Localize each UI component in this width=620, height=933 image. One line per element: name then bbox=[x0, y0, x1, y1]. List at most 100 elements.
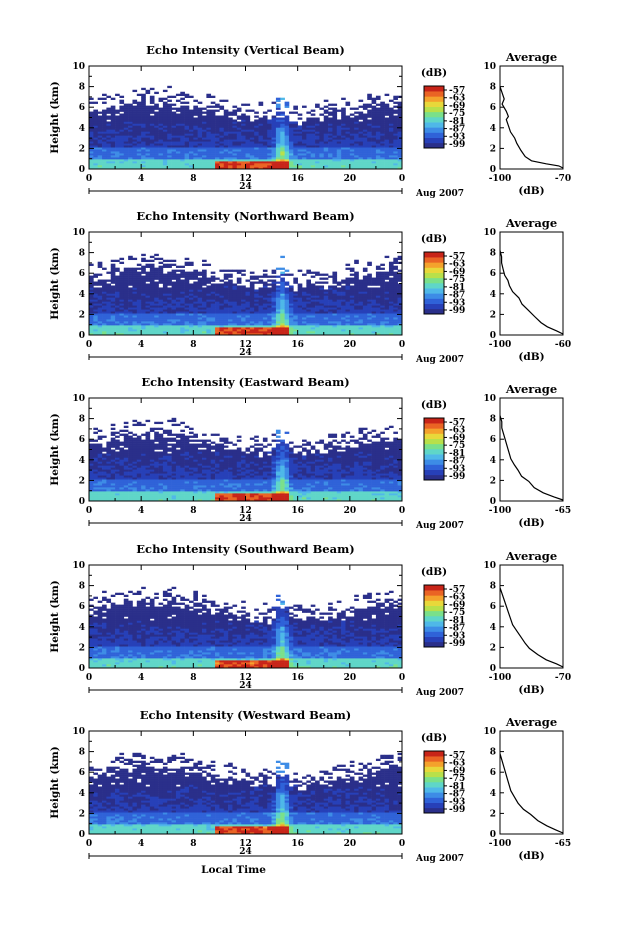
heatmap-cell bbox=[319, 301, 324, 303]
heatmap-cell bbox=[132, 125, 137, 127]
heatmap-cell bbox=[167, 323, 172, 325]
heatmap-cell bbox=[154, 127, 159, 129]
heatmap-cell bbox=[211, 315, 216, 317]
heatmap-cell bbox=[228, 112, 233, 114]
heatmap-cell bbox=[263, 311, 268, 313]
heatmap-cell bbox=[341, 289, 346, 291]
heatmap-cell bbox=[272, 157, 277, 159]
heatmap-cell bbox=[141, 119, 146, 121]
heatmap-cell bbox=[372, 133, 377, 135]
heatmap-cell bbox=[202, 163, 207, 165]
heatmap-cell bbox=[98, 125, 103, 127]
heatmap-cell bbox=[159, 112, 164, 114]
heatmap-cell bbox=[293, 153, 298, 155]
heatmap-cell bbox=[359, 153, 364, 155]
heatmap-cell bbox=[302, 291, 307, 293]
heatmap-cell bbox=[119, 430, 124, 432]
heatmap-cell bbox=[237, 303, 242, 305]
heatmap-cell bbox=[263, 147, 268, 149]
heatmap-cell bbox=[98, 446, 103, 448]
heatmap-cell bbox=[154, 131, 159, 133]
heatmap-cell bbox=[141, 258, 146, 260]
heatmap-cell bbox=[332, 282, 337, 284]
heatmap-cell bbox=[367, 284, 372, 286]
heatmap-cell bbox=[224, 319, 229, 321]
heatmap-cell bbox=[146, 301, 151, 303]
heatmap-cell bbox=[363, 131, 368, 133]
heatmap-cell bbox=[172, 285, 177, 287]
heatmap-cell bbox=[167, 119, 172, 121]
heatmap-cell bbox=[306, 151, 311, 153]
heatmap-cell bbox=[102, 114, 107, 116]
heatmap-cell bbox=[124, 287, 129, 289]
heatmap-cell bbox=[89, 145, 94, 147]
heatmap-cell bbox=[167, 96, 172, 98]
colorbar-swatch bbox=[424, 112, 444, 117]
heatmap-cell bbox=[359, 303, 364, 305]
heatmap-cell bbox=[263, 161, 268, 163]
heatmap-cell bbox=[289, 313, 294, 315]
heatmap-cell bbox=[167, 100, 172, 102]
heatmap-cell bbox=[89, 285, 94, 287]
heatmap-cell bbox=[367, 157, 372, 159]
heatmap-cell bbox=[219, 119, 224, 121]
heatmap-cell bbox=[385, 323, 390, 325]
heatmap-cell bbox=[337, 295, 342, 297]
heatmap-cell bbox=[115, 461, 120, 463]
heatmap-cell bbox=[389, 157, 394, 159]
heatmap-cell bbox=[176, 284, 181, 286]
heatmap-cell bbox=[389, 153, 394, 155]
heatmap-cell bbox=[176, 270, 181, 272]
heatmap-cell bbox=[132, 131, 137, 133]
heatmap-cell bbox=[150, 331, 155, 333]
heatmap-cell bbox=[202, 264, 207, 266]
heatmap-cell bbox=[93, 315, 98, 317]
heatmap-cell bbox=[385, 110, 390, 112]
heatmap-cell bbox=[219, 287, 224, 289]
heatmap-cell bbox=[298, 323, 303, 325]
heatmap-cell bbox=[163, 116, 168, 118]
heatmap-cell bbox=[341, 282, 346, 284]
heatmap-cell bbox=[119, 297, 124, 299]
heatmap-cell bbox=[132, 139, 137, 141]
heatmap-cell bbox=[172, 321, 177, 323]
heatmap-cell bbox=[232, 153, 237, 155]
heatmap-cell bbox=[350, 159, 355, 161]
heatmap-cell bbox=[389, 114, 394, 116]
heatmap-cell bbox=[93, 461, 98, 463]
heatmap-cell bbox=[376, 287, 381, 289]
heatmap-cell bbox=[159, 307, 164, 309]
heatmap-cell bbox=[176, 143, 181, 145]
heatmap-cell bbox=[341, 129, 346, 131]
heatmap-cell bbox=[367, 112, 372, 114]
heatmap-cell bbox=[102, 125, 107, 127]
heatmap-cell bbox=[237, 127, 242, 129]
heatmap-cell bbox=[345, 119, 350, 121]
heatmap-cell bbox=[232, 284, 237, 286]
heatmap-cell bbox=[246, 125, 251, 127]
heatmap-cell bbox=[128, 444, 133, 446]
heatmap-cell bbox=[124, 272, 129, 274]
heatmap-cell bbox=[193, 274, 198, 276]
heatmap-cell bbox=[211, 319, 216, 321]
heatmap-cell bbox=[237, 131, 242, 133]
heatmap-cell bbox=[363, 114, 368, 116]
heatmap-cell bbox=[215, 291, 220, 293]
heatmap-cell bbox=[376, 137, 381, 139]
heatmap-cell bbox=[302, 289, 307, 291]
heatmap-cell bbox=[106, 110, 111, 112]
heatmap-cell bbox=[359, 295, 364, 297]
heatmap-cell bbox=[159, 266, 164, 268]
x-tick-label: 4 bbox=[138, 174, 144, 184]
heatmap-cell bbox=[115, 453, 120, 455]
heatmap-cell bbox=[254, 327, 259, 329]
heatmap-cell bbox=[189, 276, 194, 278]
heatmap-cell bbox=[389, 163, 394, 165]
heatmap-cell bbox=[289, 149, 294, 151]
heatmap-cell bbox=[202, 112, 207, 114]
heatmap-cell bbox=[219, 319, 224, 321]
heatmap-cell bbox=[324, 157, 329, 159]
heatmap-cell bbox=[202, 309, 207, 311]
heatmap-cell bbox=[119, 451, 124, 453]
heatmap-cell bbox=[106, 327, 111, 329]
